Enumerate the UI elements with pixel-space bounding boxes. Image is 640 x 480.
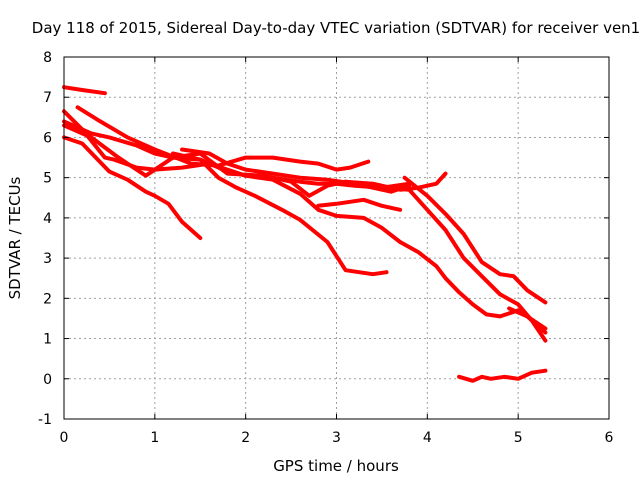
- series-group: [62, 85, 548, 383]
- series-line-6: [62, 123, 548, 331]
- y-tick-label: 3: [43, 251, 52, 267]
- series-line-1: [62, 85, 107, 96]
- x-tick-label: 3: [332, 430, 341, 446]
- x-tick-label: 1: [150, 430, 159, 446]
- series-line-4: [62, 135, 203, 240]
- x-tick-label: 2: [241, 430, 250, 446]
- y-tick-label: 5: [43, 171, 52, 187]
- series-line-11: [402, 175, 548, 305]
- x-tick-label: 4: [423, 430, 432, 446]
- y-tick-label: 0: [43, 372, 52, 388]
- chart-title: Day 118 of 2015, Sidereal Day-to-day VTE…: [32, 19, 640, 37]
- series-line-9: [316, 197, 403, 212]
- grid: [64, 57, 609, 419]
- x-tick-label: 0: [60, 430, 69, 446]
- series-line-7: [171, 151, 389, 277]
- x-tick-label: 6: [605, 430, 614, 446]
- y-tick-label: 6: [43, 130, 52, 146]
- y-axis-label: SDTVAR / TECUs: [6, 176, 24, 299]
- series-line-12: [507, 306, 548, 335]
- y-tick-label: 8: [43, 50, 52, 66]
- y-tick-label: 7: [43, 90, 52, 106]
- y-tick-label: -1: [38, 412, 52, 428]
- series-line-10: [343, 171, 448, 192]
- x-axis-label: GPS time / hours: [273, 457, 399, 475]
- x-tick-label: 5: [514, 430, 523, 446]
- y-tick-label: 2: [43, 291, 52, 307]
- y-tick-label: 1: [43, 332, 52, 348]
- y-tick-label: 4: [43, 211, 52, 227]
- series-line-2: [75, 105, 371, 172]
- series-line-13: [457, 368, 548, 383]
- axis-ticks: 0 1 2 3 4 5 6 -1 0 1 2 3 4 5 6 7 8: [38, 50, 614, 446]
